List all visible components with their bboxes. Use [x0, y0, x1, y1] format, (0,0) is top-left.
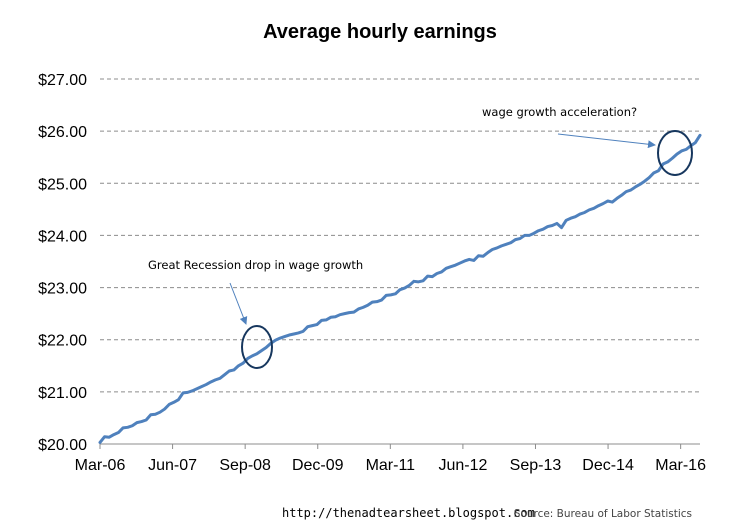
x-tick-label: Jun-07 — [148, 457, 197, 474]
annotation-great-recession: Great Recession drop in wage growth — [148, 258, 363, 272]
x-axis: Mar-06 Jun-07 Sep-08 Dec-09 Mar-11 Jun-12 Sep-… — [75, 444, 706, 474]
annotation-arrow-recession — [229, 282, 248, 325]
y-tick-label: $26.00 — [38, 124, 87, 141]
annotation-circle-acceleration — [657, 130, 693, 176]
x-tick-label: Mar-11 — [366, 457, 416, 474]
y-tick-label: $20.00 — [38, 437, 87, 454]
y-tick-label: $27.00 — [38, 72, 87, 89]
series-line — [98, 133, 702, 444]
x-tick-label: Mar-16 — [655, 457, 706, 474]
y-axis: $20.00 $21.00 $22.00 $23.00 $24.00 $25.00 $26.… — [38, 72, 87, 454]
x-tick-label: Sep-08 — [219, 457, 271, 474]
footer-url: http://thenadtearsheet.blogspot.com — [282, 506, 535, 520]
footer-source: Source: Bureau of Labor Statistics — [514, 508, 692, 520]
x-tick-label: Dec-14 — [582, 457, 634, 474]
x-tick-label: Jun-12 — [438, 457, 487, 474]
annotation-arrow-acceleration — [557, 133, 656, 149]
y-tick-label: $24.00 — [38, 228, 87, 245]
annotation-circle-recession — [241, 325, 273, 369]
x-tick-label: Sep-13 — [510, 457, 562, 474]
annotation-wage-acceleration: wage growth acceleration? — [482, 105, 637, 119]
y-tick-label: $21.00 — [38, 385, 87, 402]
y-tick-label: $25.00 — [38, 176, 87, 193]
grid — [100, 78, 700, 393]
chart-title: Average hourly earnings — [263, 21, 497, 43]
x-tick-label: Mar-06 — [75, 457, 126, 474]
y-tick-label: $23.00 — [38, 281, 87, 298]
x-tick-label: Dec-09 — [292, 457, 344, 474]
y-tick-label: $22.00 — [38, 333, 87, 350]
